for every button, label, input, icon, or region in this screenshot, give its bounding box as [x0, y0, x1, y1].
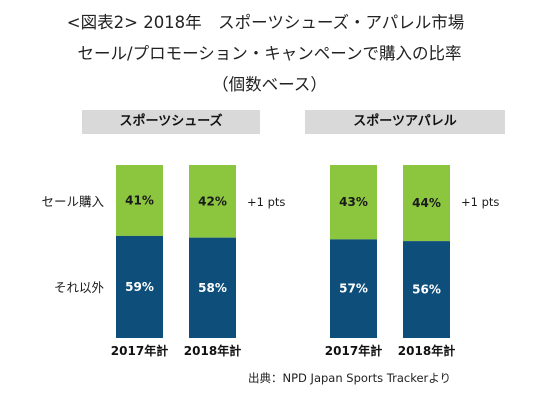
change-annotation-1: +1 pts — [461, 195, 499, 209]
x-tick-label-0-0: 2017年計 — [111, 343, 168, 358]
row-label-other: それ以外 — [54, 280, 105, 295]
value-label-other-1-0: 57% — [339, 282, 368, 296]
x-tick-label-1-0: 2017年計 — [325, 343, 382, 358]
value-label-sale-0-1: 42% — [198, 194, 227, 208]
change-annotation-0: +1 pts — [247, 195, 285, 209]
x-tick-label-1-1: 2018年計 — [398, 343, 455, 358]
bar-sale-1-0 — [330, 165, 377, 240]
panel-header-apparel: スポーツアパレル — [305, 110, 505, 134]
source-note: 出典：NPD Japan Sports Trackerより — [248, 371, 452, 385]
bar-sale-0-0 — [116, 165, 163, 236]
bar-other-0-1 — [189, 237, 236, 338]
value-label-sale-0-0: 41% — [125, 193, 154, 207]
title-line-2: セール/プロモーション・キャンペーンで購入の比率 — [77, 44, 462, 63]
panel-header-shoes: スポーツシューズ — [82, 110, 260, 134]
row-label-sale: セール購入 — [41, 194, 104, 209]
value-label-sale-1-0: 43% — [339, 195, 368, 209]
x-tick-label-0-1: 2018年計 — [184, 343, 241, 358]
value-label-other-1-1: 56% — [412, 283, 441, 297]
bar-other-1-1 — [403, 241, 450, 338]
value-label-other-0-1: 58% — [198, 281, 227, 295]
bar-other-0-0 — [116, 235, 163, 338]
title-line-1: <図表2> 2018年 スポーツシューズ・アパレル市場 — [66, 13, 465, 32]
bar-other-1-0 — [330, 239, 377, 338]
bar-sale-1-1 — [403, 165, 450, 242]
bar-sale-0-1 — [189, 165, 236, 238]
value-label-sale-1-1: 44% — [412, 196, 441, 210]
value-label-other-0-0: 59% — [125, 280, 154, 294]
title-line-3: （個数ベース） — [212, 75, 327, 94]
